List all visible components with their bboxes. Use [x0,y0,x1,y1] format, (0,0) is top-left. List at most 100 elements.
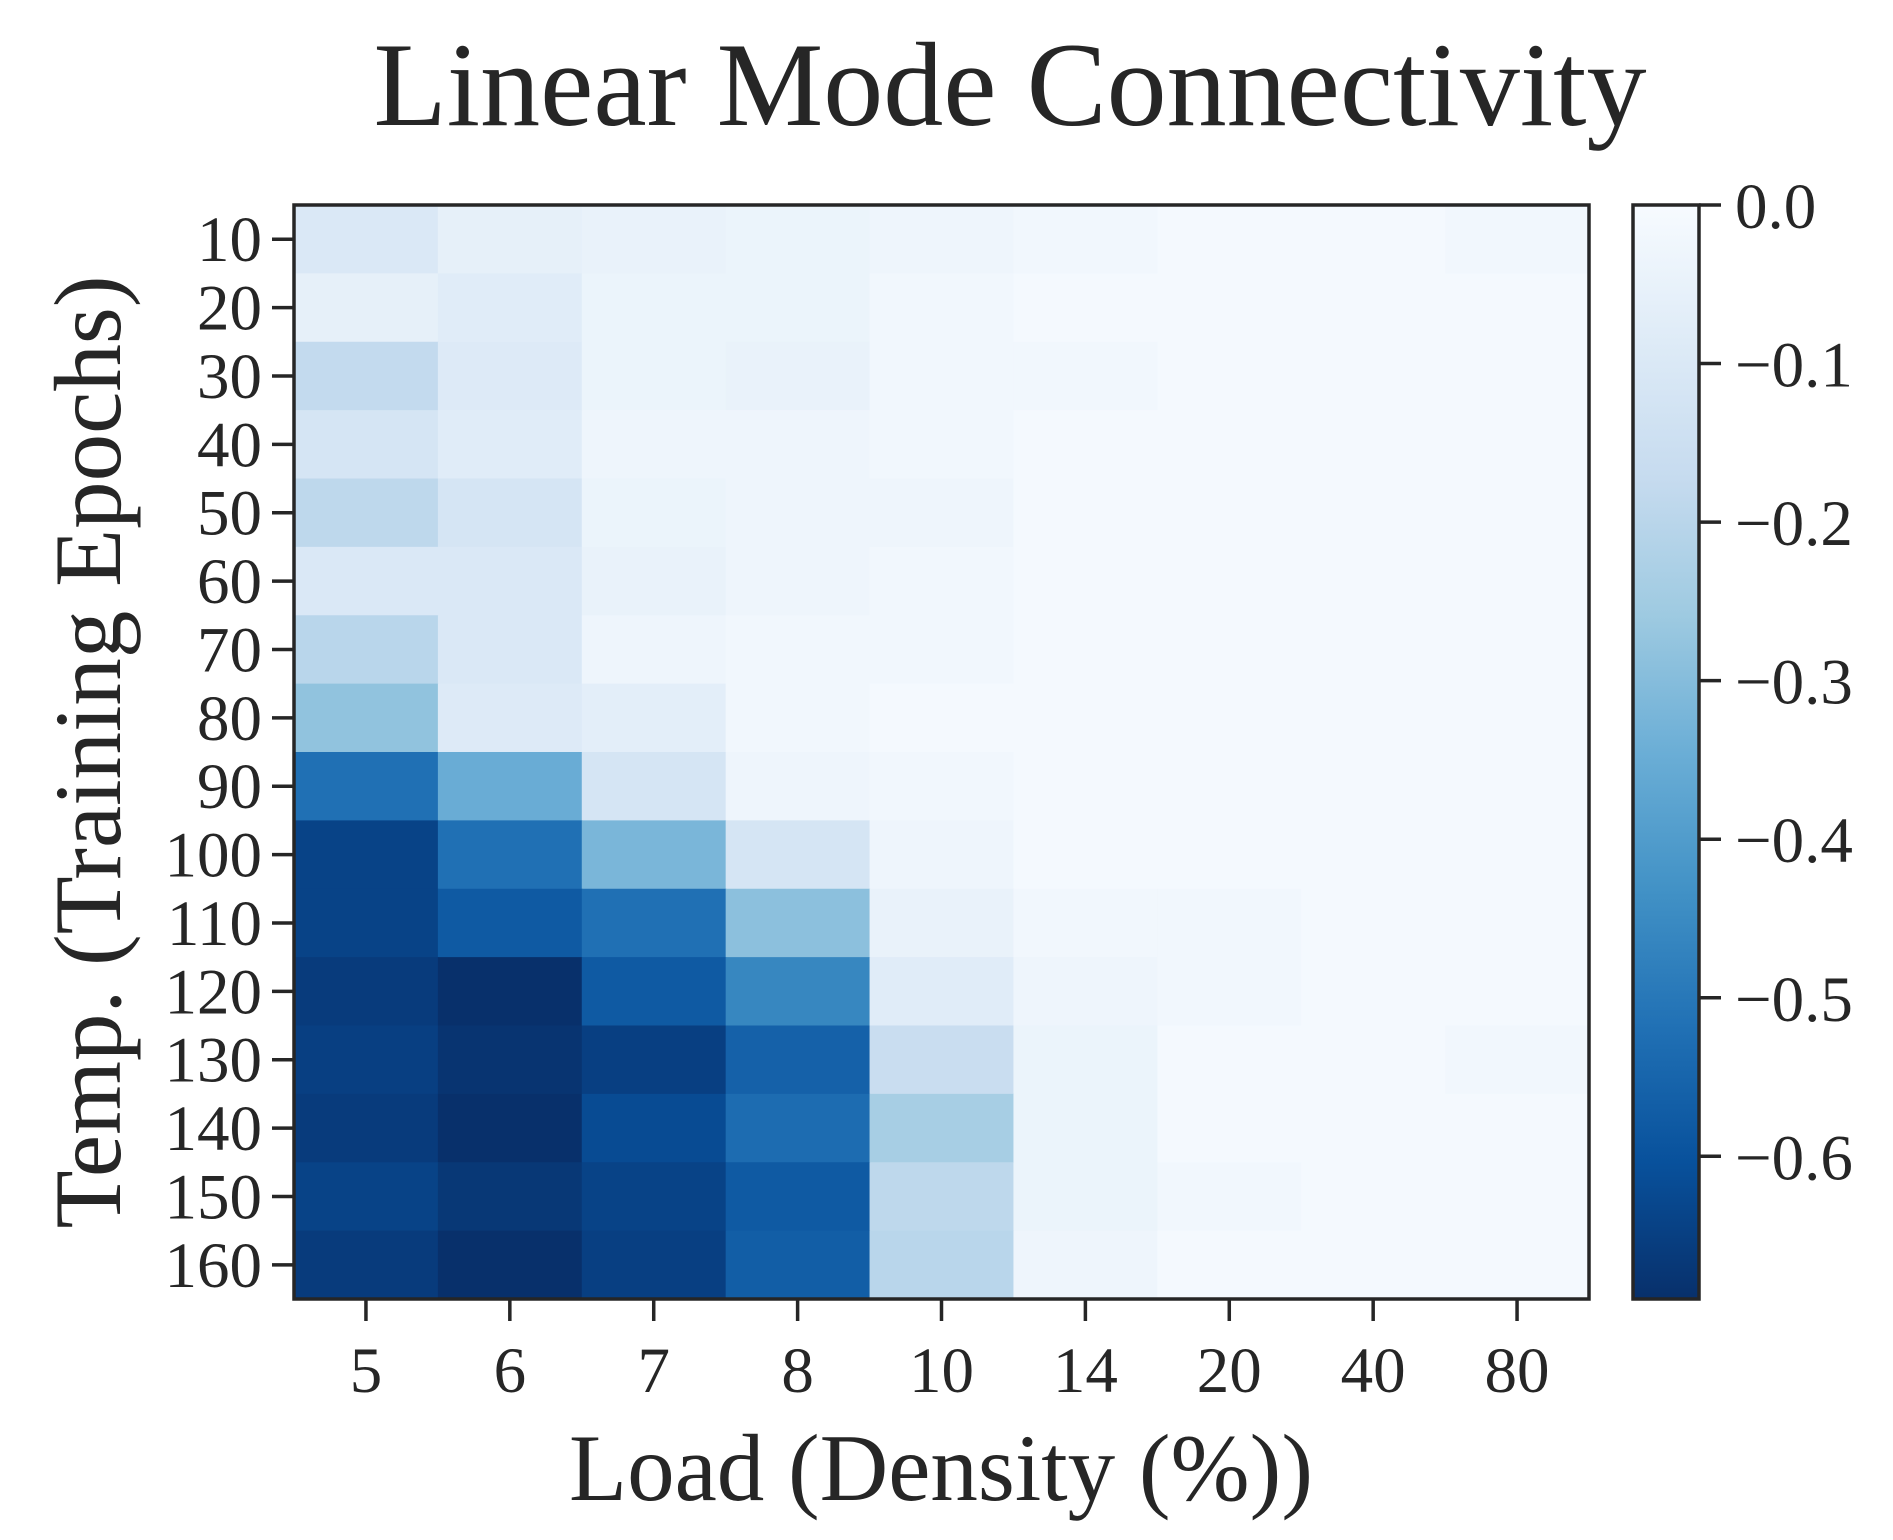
heatmap-cell [1301,820,1446,890]
colorbar-ticks: 0.0 −0.1 −0.2 −0.3 −0.4 −0.5 −0.6 [1699,171,1853,1194]
heatmap-cell [294,478,439,548]
heatmap-cell [581,546,727,616]
colorbar-tick-label: −0.5 [1735,964,1853,1036]
heatmap-cell [581,341,727,411]
heatmap-cell [1445,341,1590,411]
x-axis-label: Load (Density (%)) [569,1415,1313,1521]
heatmap-cell [294,1025,439,1095]
heatmap-cell [869,1230,1015,1300]
y-tick-label: 60 [197,546,262,618]
heatmap-cell [1157,957,1302,1027]
heatmap-cell [294,273,439,343]
heatmap-cell [1301,410,1446,480]
heatmap-cell [437,888,583,958]
heatmap-cell [1013,957,1158,1027]
heatmap-cell [725,957,871,1027]
heatmap-cell [1445,273,1590,343]
heatmap-cell [1301,1162,1446,1232]
heatmap-cell [581,615,727,685]
heatmap-cell [1157,478,1302,548]
colorbar-tick-label: −0.2 [1735,488,1853,560]
y-axis-label: Temp. (Training Epochs) [35,276,141,1229]
heatmap-cell [437,957,583,1027]
heatmap-cell [581,683,727,753]
heatmap-cell [1445,410,1590,480]
heatmap-cell [437,752,583,821]
heatmap-cell [725,1025,871,1095]
x-tick-label: 20 [1197,1335,1262,1407]
heatmap-cell [1301,273,1446,343]
y-tick-label: 70 [197,614,262,686]
heatmap-cell [294,1093,439,1163]
y-tick-label: 110 [167,888,262,960]
heatmap-cell [1445,478,1590,548]
heatmap-cell [294,1230,439,1300]
heatmap-cell [437,341,583,411]
heatmap-cell [1445,957,1590,1027]
heatmap-cell [1157,615,1302,685]
heatmap-cell [869,341,1015,411]
heatmap-cell [437,1093,583,1163]
heatmap-cell [1301,888,1446,958]
colorbar-tick-label: −0.1 [1735,330,1853,402]
heatmap-cell [581,1025,727,1095]
heatmap-cell [1301,341,1446,411]
heatmap-cell [1013,820,1158,890]
heatmap-cell [581,820,727,890]
heatmap-cell [1013,410,1158,480]
heatmap-cell [869,888,1015,958]
heatmap-cell [581,273,727,343]
heatmap-cell [1013,683,1158,753]
heatmap-cell [1013,752,1158,821]
x-tick-label: 40 [1341,1335,1406,1407]
heatmap-cell [437,1230,583,1300]
heatmap-cell [869,615,1015,685]
heatmap-cell [1445,1230,1590,1300]
heatmap-cell [869,546,1015,616]
y-tick-label: 50 [197,478,262,550]
heatmap-cell [1157,820,1302,890]
heatmap-cells [294,205,1590,1300]
chart-title: Linear Mode Connectivity [373,18,1646,151]
heatmap-cell [294,683,439,753]
heatmap-cell [1301,683,1446,753]
heatmap-cell [1157,1025,1302,1095]
heatmap-cell [581,957,727,1027]
y-tick-label: 120 [165,956,263,1028]
heatmap-cell [1013,888,1158,958]
heatmap-cell [294,615,439,685]
heatmap-cell [725,1093,871,1163]
heatmap-cell [725,752,871,821]
y-tick-label: 30 [197,341,262,413]
heatmap-cell [294,752,439,821]
heatmap-cell [1157,341,1302,411]
heatmap-cell [725,546,871,616]
heatmap-cell [1445,752,1590,821]
heatmap-cell [437,273,583,343]
heatmap-cell [725,341,871,411]
heatmap-cell [1445,683,1590,753]
heatmap-cell [1301,615,1446,685]
heatmap-cell [725,683,871,753]
heatmap-cell [1157,1162,1302,1232]
y-tick-label: 80 [197,683,262,755]
heatmap-cell [725,1230,871,1300]
colorbar [1631,203,1701,1301]
y-tick-label: 150 [165,1161,263,1233]
heatmap-cell [581,1230,727,1300]
heatmap-cell [1013,1025,1158,1095]
heatmap-cell [725,205,871,274]
heatmap-cell [1157,273,1302,343]
heatmap-cell [294,888,439,958]
y-tick-label: 160 [165,1230,263,1302]
heatmap-cell [437,615,583,685]
heatmap-cell [1445,205,1590,274]
heatmap-cell [294,410,439,480]
heatmap-cell [1301,546,1446,616]
colorbar-tick-label: −0.3 [1735,647,1853,719]
heatmap-cell [869,1025,1015,1095]
x-tick-label: 5 [350,1335,383,1407]
heatmap-cell [869,1093,1015,1163]
heatmap-cell [581,205,727,274]
